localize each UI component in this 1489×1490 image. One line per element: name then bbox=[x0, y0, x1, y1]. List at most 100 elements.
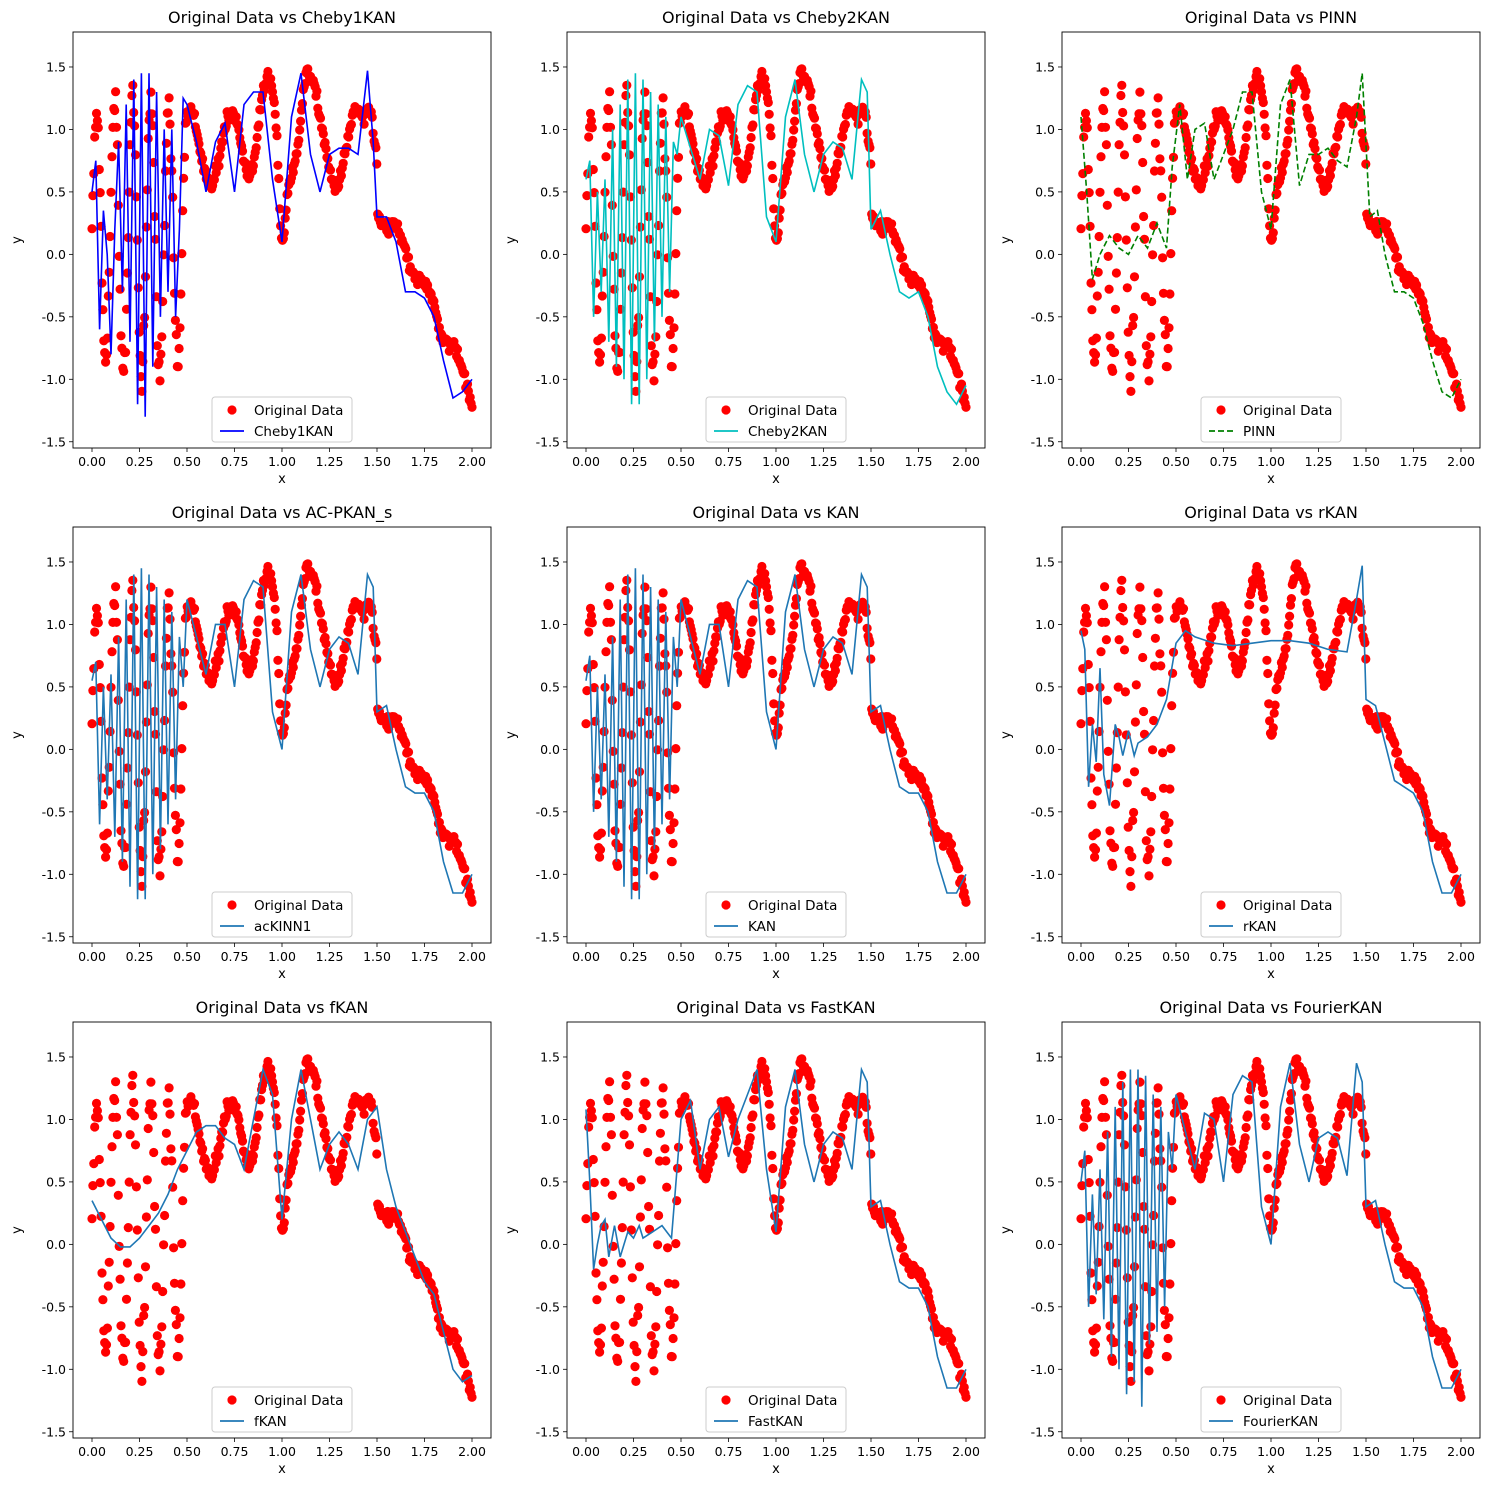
data-point bbox=[582, 191, 592, 201]
data-point bbox=[1080, 108, 1091, 118]
legend: Original Data Cheby1KAN bbox=[211, 396, 353, 443]
data-point bbox=[146, 582, 156, 592]
data-point bbox=[140, 1262, 151, 1272]
data-point bbox=[111, 122, 122, 132]
data-point bbox=[152, 1331, 162, 1341]
data-point bbox=[1307, 624, 1317, 634]
x-tick-label: 0.00 bbox=[78, 1444, 106, 1459]
x-tick-label: 0.25 bbox=[126, 949, 154, 964]
data-point bbox=[1160, 1320, 1170, 1330]
data-point bbox=[1357, 128, 1367, 138]
data-point bbox=[1335, 119, 1345, 130]
x-tick-label: 1.75 bbox=[411, 454, 439, 469]
data-point bbox=[840, 614, 851, 625]
data-point bbox=[784, 651, 794, 661]
data-point bbox=[897, 1242, 908, 1252]
data-point bbox=[141, 1212, 151, 1222]
data-point bbox=[452, 344, 463, 354]
data-point bbox=[163, 603, 173, 613]
data-point bbox=[644, 1201, 654, 1212]
data-point bbox=[750, 600, 760, 610]
data-point bbox=[165, 119, 175, 129]
data-point bbox=[127, 90, 137, 101]
data-point bbox=[336, 1161, 346, 1171]
data-point bbox=[1096, 152, 1106, 162]
x-tick-label: 1.00 bbox=[268, 949, 296, 964]
data-point bbox=[106, 1177, 116, 1187]
data-point bbox=[1102, 200, 1112, 210]
data-point bbox=[1090, 845, 1101, 855]
data-point bbox=[1327, 158, 1337, 168]
data-point bbox=[591, 278, 601, 288]
data-point bbox=[91, 603, 102, 614]
data-point bbox=[1241, 132, 1251, 143]
data-point bbox=[1099, 105, 1109, 116]
data-point bbox=[595, 1340, 606, 1350]
data-point bbox=[292, 644, 302, 654]
data-point bbox=[163, 1098, 173, 1108]
x-tick-label: 0.50 bbox=[667, 949, 695, 964]
data-point bbox=[1105, 826, 1115, 836]
data-point bbox=[401, 244, 411, 254]
data-point bbox=[669, 323, 679, 333]
y-tick-label: 0.0 bbox=[1035, 742, 1055, 757]
data-point bbox=[177, 744, 187, 754]
data-point bbox=[784, 1146, 794, 1156]
x-tick-label: 0.00 bbox=[78, 454, 106, 469]
data-point bbox=[766, 131, 776, 141]
data-point bbox=[673, 173, 683, 183]
data-point bbox=[887, 1209, 897, 1219]
data-point bbox=[895, 244, 905, 254]
data-point bbox=[731, 1136, 742, 1146]
y-tick-label: 1.5 bbox=[540, 59, 560, 74]
data-point bbox=[866, 1149, 876, 1159]
data-point bbox=[587, 1113, 597, 1123]
data-point bbox=[775, 205, 785, 215]
data-point bbox=[634, 767, 645, 777]
data-point bbox=[648, 1347, 658, 1357]
data-point bbox=[167, 1156, 177, 1166]
data-point bbox=[590, 716, 600, 727]
y-tick-label: 0.0 bbox=[46, 247, 66, 262]
data-point bbox=[1456, 897, 1466, 907]
data-point bbox=[149, 1147, 159, 1158]
data-point bbox=[274, 173, 284, 184]
data-point bbox=[159, 1240, 169, 1250]
data-point bbox=[1283, 135, 1293, 145]
data-point bbox=[1092, 786, 1102, 796]
data-point bbox=[1102, 695, 1112, 705]
data-point bbox=[1279, 651, 1289, 661]
data-point bbox=[664, 1305, 675, 1315]
data-point bbox=[93, 1113, 103, 1123]
subplot-title: Original Data vs AC-PKAN_s bbox=[172, 503, 393, 523]
data-point bbox=[271, 618, 281, 628]
data-point bbox=[214, 161, 224, 171]
data-point bbox=[1086, 1268, 1096, 1278]
data-point bbox=[1277, 1157, 1287, 1167]
x-tick-label: 0.75 bbox=[221, 949, 249, 964]
data-point bbox=[1144, 871, 1154, 881]
data-point bbox=[148, 1111, 158, 1121]
data-point bbox=[1125, 867, 1135, 877]
data-point bbox=[1082, 618, 1092, 628]
data-point bbox=[276, 716, 286, 726]
data-point bbox=[615, 1294, 626, 1304]
data-point bbox=[746, 132, 756, 143]
data-point bbox=[760, 1064, 770, 1074]
data-point bbox=[218, 632, 228, 642]
data-point bbox=[806, 86, 816, 96]
y-tick-label: -1.5 bbox=[42, 434, 66, 449]
legend-label-model: fKAN bbox=[254, 1414, 287, 1430]
data-point bbox=[1449, 369, 1459, 379]
data-point bbox=[596, 333, 607, 343]
data-point bbox=[1360, 143, 1370, 153]
data-point bbox=[1159, 810, 1169, 821]
data-point bbox=[88, 1181, 98, 1191]
data-point bbox=[1152, 1098, 1162, 1108]
data-point bbox=[338, 653, 348, 663]
data-point bbox=[88, 686, 98, 696]
data-point bbox=[90, 132, 100, 142]
data-point bbox=[897, 252, 908, 262]
data-point bbox=[657, 1098, 667, 1108]
data-point bbox=[325, 1155, 336, 1165]
